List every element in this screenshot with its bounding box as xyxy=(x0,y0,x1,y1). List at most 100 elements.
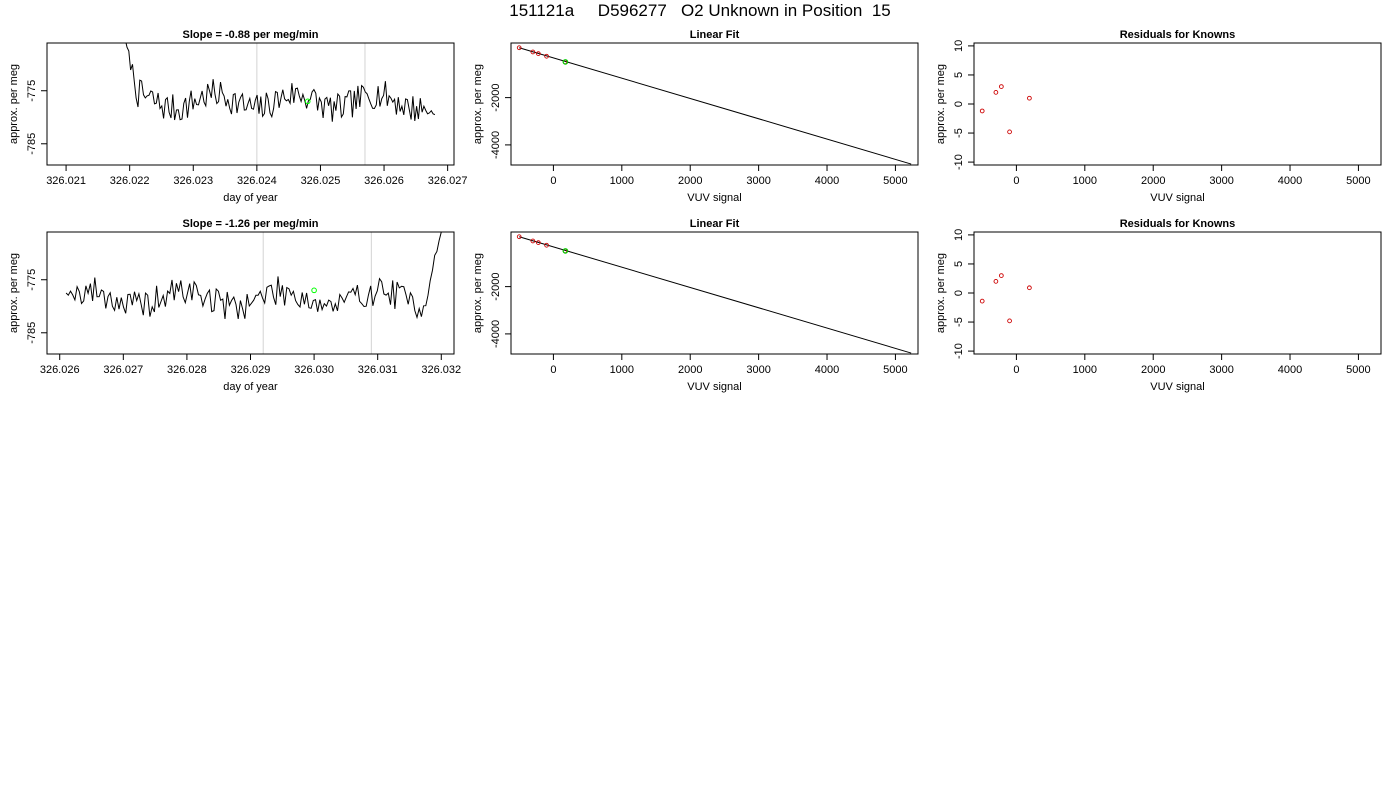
x-tick-label: 326.025 xyxy=(301,175,341,187)
data-point xyxy=(536,240,541,245)
y-tick-label: -775 xyxy=(26,269,38,291)
plot-area xyxy=(979,84,1032,135)
y-tick-label: 10 xyxy=(953,229,965,241)
highlight-point xyxy=(311,287,317,294)
plot-area xyxy=(979,273,1032,324)
x-tick-label: 1000 xyxy=(610,175,634,187)
panel-title: Residuals for Knowns xyxy=(1120,29,1236,41)
plot-area xyxy=(125,43,436,165)
data-point xyxy=(544,242,549,248)
data-point xyxy=(516,234,522,240)
x-tick-label: 3000 xyxy=(746,175,770,187)
plot-frame xyxy=(510,231,919,355)
data-point xyxy=(993,279,999,284)
fit-line xyxy=(519,47,912,165)
data-point xyxy=(979,298,985,304)
y-tick-label: -10 xyxy=(953,154,965,170)
x-tick-label: 2000 xyxy=(1141,175,1165,187)
x-tick-label: 326.026 xyxy=(364,175,404,187)
y-tick-label: -4000 xyxy=(490,320,502,348)
data-series-line xyxy=(125,43,436,122)
x-axis-label: day of year xyxy=(223,192,278,204)
data-point xyxy=(544,53,549,59)
data-series-line xyxy=(65,232,442,320)
x-tick-label: 326.024 xyxy=(237,175,277,187)
data-point xyxy=(1027,285,1032,291)
x-tick-label: 326.028 xyxy=(167,364,207,376)
fit-line xyxy=(519,236,912,354)
y-axis-label: approx. per meg xyxy=(472,64,484,144)
x-tick-label: 3000 xyxy=(1209,175,1233,187)
y-tick-label: -785 xyxy=(26,133,38,155)
chart-panel-6: Residuals for Knowns 0 1000 2000 3000 4000 500… xyxy=(935,218,1382,393)
x-tick-label: 2000 xyxy=(678,175,702,187)
y-axis-label: approx. per meg xyxy=(8,253,20,333)
x-tick-label: 326.026 xyxy=(40,364,80,376)
panel-title: Linear Fit xyxy=(690,218,740,230)
y-tick-label: -5 xyxy=(953,317,965,327)
panel-title: Slope = -1.26 per meg/min xyxy=(182,218,318,230)
plot-area xyxy=(516,234,912,354)
plot-frame xyxy=(46,231,455,355)
x-tick-label: 0 xyxy=(550,175,556,187)
y-tick-label: 5 xyxy=(953,72,965,78)
plot-frame xyxy=(510,42,919,166)
x-axis-label: VUV signal xyxy=(1150,381,1204,393)
y-tick-label: -4000 xyxy=(490,131,502,159)
x-tick-label: 326.021 xyxy=(46,175,86,187)
x-tick-label: 4000 xyxy=(815,364,839,376)
x-tick-label: 5000 xyxy=(1346,175,1370,187)
x-tick-label: 1000 xyxy=(610,364,634,376)
data-point xyxy=(536,51,541,56)
x-tick-label: 1000 xyxy=(1073,175,1097,187)
x-tick-label: 326.030 xyxy=(294,364,334,376)
x-tick-label: 326.032 xyxy=(421,364,461,376)
y-axis-label: approx. per meg xyxy=(8,64,20,144)
data-point xyxy=(999,84,1004,89)
plot-area xyxy=(516,45,912,165)
panel-title: Linear Fit xyxy=(690,29,740,41)
data-point xyxy=(993,90,999,95)
y-tick-label: -785 xyxy=(26,322,38,344)
data-point xyxy=(1007,318,1012,324)
x-tick-label: 5000 xyxy=(883,175,907,187)
y-tick-label: -2000 xyxy=(490,273,502,301)
x-axis-label: VUV signal xyxy=(1150,192,1204,204)
x-tick-label: 326.022 xyxy=(110,175,150,187)
highlight-point xyxy=(562,248,569,254)
y-tick-label: 5 xyxy=(953,261,965,267)
y-tick-label: -10 xyxy=(953,343,965,359)
x-tick-label: 1000 xyxy=(1073,364,1097,376)
x-tick-label: 2000 xyxy=(678,364,702,376)
data-point xyxy=(1007,129,1012,135)
x-tick-label: 4000 xyxy=(815,175,839,187)
chart-panel-3: Residuals for Knowns 0 1000 2000 3000 4000 500… xyxy=(935,29,1382,204)
plot-area xyxy=(65,232,442,354)
y-tick-label: 0 xyxy=(953,101,965,107)
y-axis-label: approx. per meg xyxy=(472,253,484,333)
plot-frame xyxy=(973,231,1382,355)
y-tick-label: -775 xyxy=(26,80,38,102)
y-tick-label: -5 xyxy=(953,128,965,138)
x-axis-label: day of year xyxy=(223,381,278,393)
x-tick-label: 326.023 xyxy=(173,175,213,187)
x-tick-label: 2000 xyxy=(1141,364,1165,376)
x-tick-label: 326.029 xyxy=(231,364,271,376)
y-tick-label: -2000 xyxy=(490,84,502,112)
highlight-point xyxy=(304,98,311,105)
y-axis-label: approx. per meg xyxy=(935,253,947,333)
data-point xyxy=(999,273,1004,278)
x-axis-label: VUV signal xyxy=(687,381,741,393)
x-tick-label: 326.027 xyxy=(428,175,468,187)
data-point xyxy=(979,108,985,114)
data-point xyxy=(516,45,522,51)
x-tick-label: 5000 xyxy=(1346,364,1370,376)
x-tick-label: 5000 xyxy=(883,364,907,376)
y-tick-label: 0 xyxy=(953,290,965,296)
plot-frame xyxy=(46,42,455,166)
panel-title: Slope = -0.88 per meg/min xyxy=(182,29,318,41)
x-tick-label: 3000 xyxy=(746,364,770,376)
y-axis-label: approx. per meg xyxy=(935,64,947,144)
chart-panel-5: Linear Fit 0 1000 2000 3000 4000 5000 -4000 -200… xyxy=(472,218,919,393)
